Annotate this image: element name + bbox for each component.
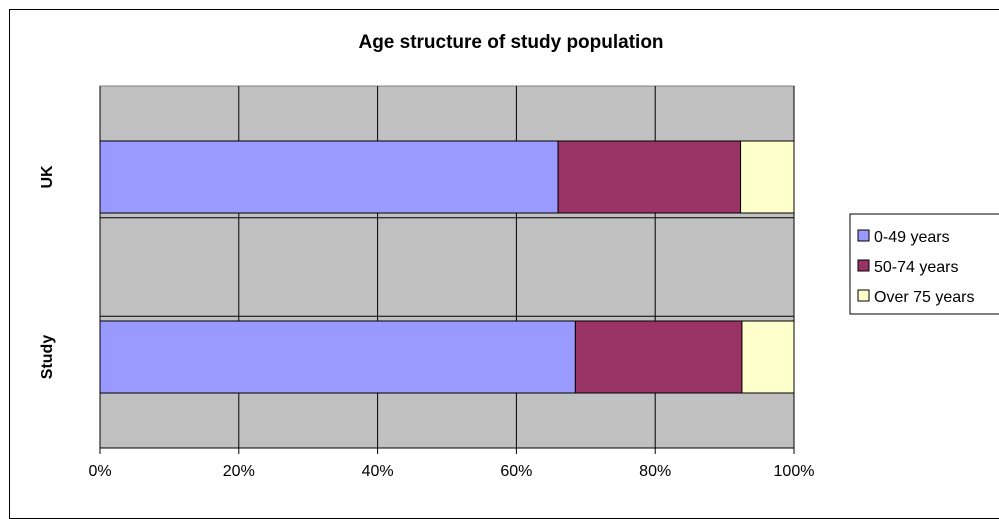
- bar-segment: [99, 140, 559, 214]
- legend-swatch: [857, 259, 870, 272]
- bar-segment: [99, 320, 576, 394]
- bar-segment: [741, 320, 795, 394]
- chart-title: Age structure of study population: [358, 32, 663, 53]
- category-label: UK: [39, 165, 56, 189]
- bar-segment: [740, 140, 795, 214]
- legend-label: 0-49 years: [874, 229, 950, 246]
- x-axis: 0% 20% 40% 60% 80% 100%: [88, 447, 815, 480]
- legend-label: 50-74 years: [874, 259, 959, 276]
- x-tick-label: 60%: [500, 463, 532, 480]
- x-tick-label: 80%: [639, 463, 671, 480]
- legend-box: [849, 213, 999, 315]
- x-tick-label: 20%: [223, 463, 255, 480]
- legend-items: 0-49 years 50-74 years Over 75 years: [857, 229, 974, 306]
- legend-swatch: [857, 289, 870, 302]
- bar-segment: [574, 320, 743, 394]
- x-tick-label: 0%: [88, 463, 111, 480]
- x-tick-label: 40%: [362, 463, 394, 480]
- bar-segment: [557, 140, 742, 214]
- x-tick-label: 100%: [774, 463, 815, 480]
- legend-label: Over 75 years: [874, 289, 974, 306]
- legend: 0-49 years 50-74 years Over 75 years: [849, 213, 999, 315]
- legend-swatch: [857, 229, 870, 242]
- plot-area: [99, 85, 795, 449]
- bars: [99, 140, 795, 394]
- category-label: Study: [39, 335, 56, 380]
- category-labels: UK Study: [39, 165, 56, 379]
